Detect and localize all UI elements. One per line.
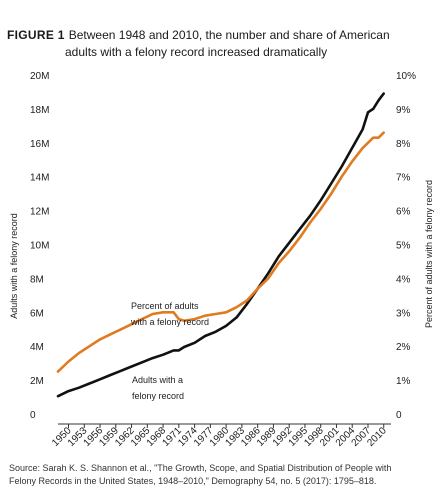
adults-annotation-line-1: Adults with a <box>132 375 183 385</box>
left-tick-label: 18M <box>30 105 49 116</box>
right-axis-label: Percent of adults with a felony record <box>424 180 434 328</box>
right-tick-label: 10% <box>396 71 416 82</box>
title-line-2: adults with a felony record increased dr… <box>65 45 328 59</box>
left-tick-label: 2M <box>30 376 44 387</box>
right-tick-label: 5% <box>396 241 411 252</box>
adults-annotation-line-2: felony record <box>132 391 184 401</box>
felony-chart: 0 2M 4M 6M 8M 10M 12M 14M 16M 18M 20M 0 1% 2% 3% 4% 5% 6… <box>9 71 434 449</box>
left-tick-label: 16M <box>30 139 49 150</box>
x-axis: 1950195319561959196219651968197119741977… <box>50 423 391 449</box>
right-tick-label: 4% <box>396 274 411 285</box>
right-tick-label: 1% <box>396 376 411 387</box>
series-lines <box>56 92 386 398</box>
source-line-2: Felony Records in the United States, 194… <box>9 476 377 486</box>
percent-annotation-line-2: with a felony record <box>130 317 209 327</box>
left-axis-ticks: 0 2M 4M 6M 8M 10M 12M 14M 16M 18M 20M <box>30 71 49 421</box>
right-tick-label: 8% <box>396 139 411 150</box>
x-tick-label: 2010 <box>365 425 389 449</box>
right-tick-label: 3% <box>396 308 411 319</box>
figure-label: FIGURE 1 <box>7 28 65 42</box>
percent-with-felony-record-line <box>56 131 386 373</box>
left-tick-label: 8M <box>30 274 44 285</box>
right-tick-label: 7% <box>396 173 411 184</box>
left-tick-label: 4M <box>30 342 44 353</box>
right-tick-label: 6% <box>396 207 411 218</box>
left-axis-label: Adults with a felony record <box>9 213 19 319</box>
right-tick-label: 2% <box>396 342 411 353</box>
source-note: Source: Sarah K. S. Shannon et al., "The… <box>9 462 439 488</box>
figure-title: FIGURE 1 Between 1948 and 2010, the numbe… <box>7 27 439 61</box>
right-tick-label: 0 <box>396 410 402 421</box>
left-tick-label: 10M <box>30 241 49 252</box>
adults-with-felony-record-line <box>56 92 386 398</box>
left-tick-label: 6M <box>30 308 44 319</box>
source-line-1: Source: Sarah K. S. Shannon et al., "The… <box>9 463 392 473</box>
percent-annotation-line-1: Percent of adults <box>131 301 199 311</box>
left-tick-label: 12M <box>30 207 49 218</box>
left-tick-label: 20M <box>30 71 49 82</box>
right-axis-ticks: 0 1% 2% 3% 4% 5% 6% 7% 8% 9% 10% <box>396 71 416 421</box>
left-tick-label: 0 <box>30 410 36 421</box>
title-line-1: Between 1948 and 2010, the number and sh… <box>68 28 390 42</box>
right-tick-label: 9% <box>396 105 411 116</box>
left-tick-label: 14M <box>30 173 49 184</box>
